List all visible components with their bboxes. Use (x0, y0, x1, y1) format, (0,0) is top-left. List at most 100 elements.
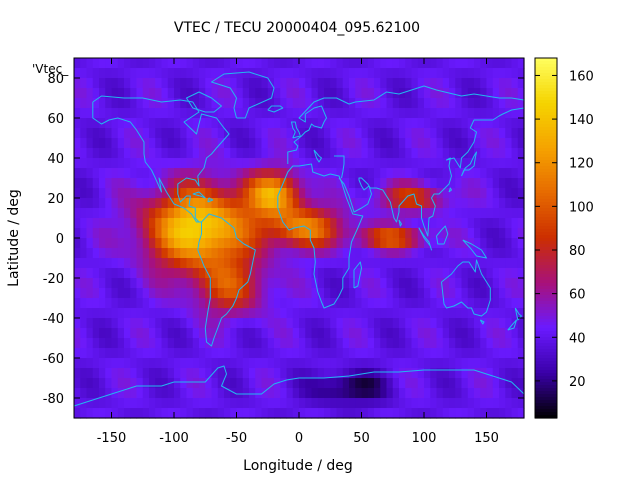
heatmap-cell (336, 148, 344, 159)
heatmap-cell (436, 298, 444, 309)
heatmap-cell (105, 158, 113, 169)
heatmap-cell (361, 88, 369, 99)
heatmap-cell (124, 368, 131, 379)
heatmap-cell (324, 398, 331, 409)
heatmap-cell (74, 198, 81, 209)
heatmap-cell (467, 198, 475, 209)
heatmap-cell (299, 258, 306, 269)
heatmap-cell (130, 318, 138, 329)
heatmap-cell (92, 408, 100, 419)
heatmap-cell (486, 268, 494, 279)
x-tick-label: 150 (474, 431, 499, 446)
colorbar-swatch (535, 400, 557, 404)
heatmap-cell (330, 78, 338, 89)
heatmap-cell (174, 108, 181, 119)
heatmap-cell (92, 318, 100, 329)
colorbar-swatch (535, 187, 557, 191)
heatmap-cell (174, 218, 181, 229)
heatmap-cell (436, 198, 444, 209)
heatmap-cell (442, 338, 450, 349)
heatmap-cell (136, 278, 144, 289)
colorbar-swatch (535, 376, 557, 380)
heatmap-cell (224, 318, 231, 329)
colorbar-swatch (535, 358, 557, 362)
heatmap-cell (305, 328, 313, 339)
heatmap-cell (492, 248, 500, 259)
heatmap-cell (280, 378, 288, 389)
heatmap-cell (299, 158, 306, 169)
heatmap-cell (292, 128, 300, 139)
colorbar-swatch (535, 304, 557, 308)
heatmap-cell (474, 98, 481, 109)
heatmap-cell (249, 388, 256, 399)
heatmap-cell (449, 308, 456, 319)
heatmap-cell (474, 288, 481, 299)
heatmap-cell (505, 108, 513, 119)
heatmap-cell (286, 368, 294, 379)
heatmap-cell (355, 248, 363, 259)
heatmap-cell (174, 98, 181, 109)
heatmap-cell (167, 68, 175, 79)
heatmap-cell (349, 178, 356, 189)
heatmap-cell (367, 68, 375, 79)
heatmap-cell (255, 248, 263, 259)
heatmap-cell (80, 188, 88, 199)
heatmap-cell (461, 238, 469, 249)
heatmap-cell (217, 378, 225, 389)
heatmap-cell (242, 188, 250, 199)
heatmap-cell (417, 408, 425, 419)
heatmap-cell (267, 318, 275, 329)
heatmap-cell (142, 328, 150, 339)
heatmap-cell (211, 128, 219, 139)
heatmap-cell (274, 58, 281, 69)
heatmap-cell (74, 128, 81, 139)
heatmap-cell (292, 88, 300, 99)
heatmap-cell (205, 58, 213, 69)
heatmap-cell (305, 248, 313, 259)
heatmap-cell (224, 278, 231, 289)
heatmap-cell (267, 208, 275, 219)
heatmap-cell (280, 118, 288, 129)
heatmap-cell (517, 238, 525, 249)
heatmap-cell (199, 128, 206, 139)
heatmap-cell (355, 368, 363, 379)
heatmap-cell (136, 208, 144, 219)
heatmap-cell (130, 298, 138, 309)
heatmap-cell (486, 138, 494, 149)
heatmap-cell (155, 318, 163, 329)
heatmap-cell (411, 188, 419, 199)
heatmap-cell (274, 188, 281, 199)
heatmap-cell (124, 308, 131, 319)
heatmap-cell (255, 148, 263, 159)
heatmap-cell (386, 358, 394, 369)
heatmap-cell (274, 98, 281, 109)
heatmap-cell (236, 268, 244, 279)
heatmap-cell (211, 158, 219, 169)
heatmap-cell (399, 78, 406, 89)
heatmap-cell (242, 388, 250, 399)
heatmap-cell (367, 238, 375, 249)
heatmap-cell (455, 388, 463, 399)
heatmap-cell (336, 268, 344, 279)
heatmap-cell (286, 218, 294, 229)
heatmap-cell (124, 208, 131, 219)
heatmap-cell (174, 138, 181, 149)
heatmap-cell (399, 288, 406, 299)
heatmap-cell (467, 268, 475, 279)
heatmap-cell (436, 338, 444, 349)
heatmap-cell (324, 58, 331, 69)
heatmap-cell (199, 148, 206, 159)
heatmap-cell (267, 348, 275, 359)
heatmap-cell (149, 158, 156, 169)
heatmap-cell (167, 348, 175, 359)
heatmap-cell (324, 168, 331, 179)
colorbar-swatch (535, 415, 557, 419)
heatmap-cell (161, 398, 169, 409)
heatmap-cell (455, 98, 463, 109)
heatmap-cell (492, 188, 500, 199)
heatmap-cell (399, 398, 406, 409)
heatmap-cell (86, 68, 94, 79)
heatmap-cell (155, 68, 163, 79)
heatmap-cell (267, 248, 275, 259)
heatmap-cell (417, 128, 425, 139)
